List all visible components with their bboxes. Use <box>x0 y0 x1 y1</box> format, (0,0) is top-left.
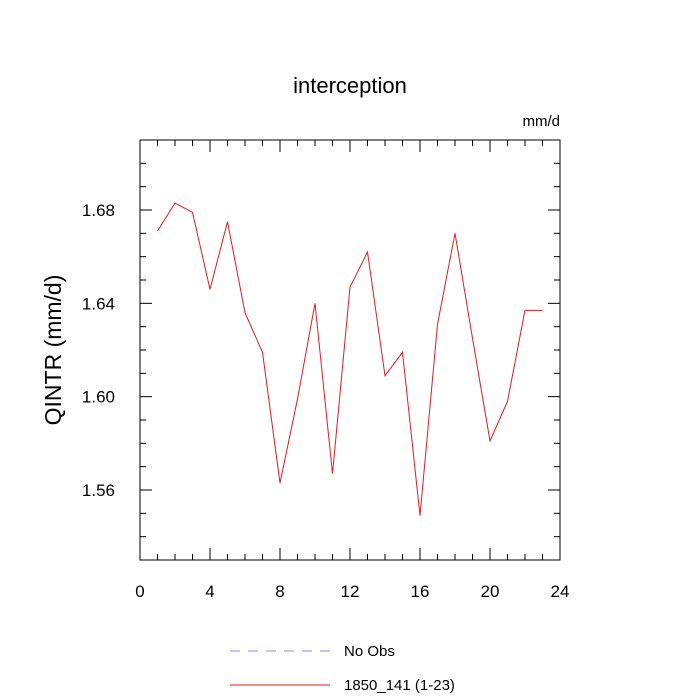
series-line <box>157 202 543 516</box>
legend-label: No Obs <box>344 643 395 660</box>
y-tick-label: 1.60 <box>82 388 115 407</box>
legend: No Obs 1850_141 (1-23) <box>230 643 455 694</box>
x-tick-label: 4 <box>205 582 214 601</box>
legend-label: 1850_141 (1-23) <box>344 677 455 694</box>
x-tick-label: 20 <box>481 582 500 601</box>
y-tick-label: 1.56 <box>82 481 115 500</box>
y-tick-label: 1.64 <box>82 294 115 313</box>
y-tick-label: 1.68 <box>82 201 115 220</box>
series-layer <box>157 202 543 516</box>
axis-ticks: 0 4 8 12 16 20 24 1.56 1.60 1.64 1.68 <box>82 139 570 601</box>
x-tick-label: 12 <box>341 582 360 601</box>
x-tick-label: 16 <box>411 582 430 601</box>
x-tick-label: 8 <box>275 582 284 601</box>
chart-title: interception <box>293 73 407 98</box>
y-axis-label: QINTR (mm/d) <box>40 275 66 426</box>
x-tick-label: 24 <box>551 582 570 601</box>
plot-frame <box>139 139 561 561</box>
units-label: mm/d <box>523 113 561 130</box>
x-tick-label: 0 <box>135 582 144 601</box>
